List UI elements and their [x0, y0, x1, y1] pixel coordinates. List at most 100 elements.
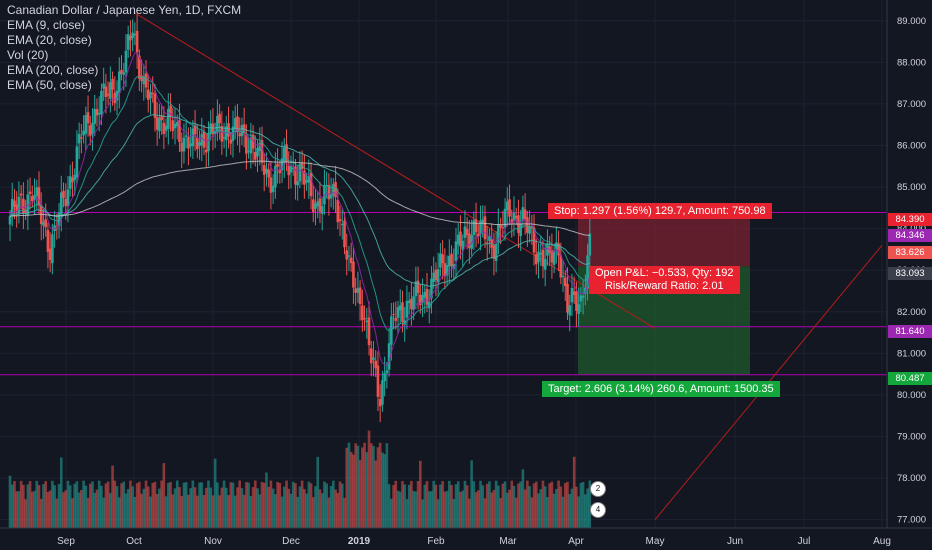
target-label[interactable]: Target: 2.606 (3.14%) 260.6, Amount: 150…: [542, 381, 780, 397]
symbol-title[interactable]: Canadian Dollar / Japanese Yen, 1D, FXCM: [7, 3, 242, 17]
candle-body: [175, 121, 179, 127]
volume-bar: [133, 496, 137, 528]
volume-bar: [126, 489, 130, 528]
candle-body: [82, 130, 85, 136]
candle-body: [71, 177, 74, 183]
volume-bar: [320, 493, 324, 528]
volume-bar: [300, 480, 304, 528]
x-tick-label: Oct: [126, 536, 142, 547]
y-tick-label: 88.000: [897, 57, 926, 68]
candle-body: [294, 166, 297, 185]
volume-bar: [28, 481, 32, 528]
candle-body: [51, 234, 54, 264]
candle-body: [416, 280, 420, 294]
candle-body: [207, 133, 210, 151]
candle-body: [497, 224, 500, 243]
volume-bar: [517, 483, 520, 528]
volume-bar: [311, 497, 315, 528]
candle-body: [541, 249, 545, 267]
ema9-line: [9, 52, 591, 367]
candle-body: [131, 32, 134, 39]
candle-body: [37, 187, 41, 206]
x-tick-label: Jun: [727, 536, 743, 547]
candle-body: [271, 185, 275, 192]
pnl-label[interactable]: Open P&L: −0.533, Qty: 192 Risk/Reward R…: [589, 266, 740, 294]
candle-body: [100, 90, 103, 115]
candle-body: [314, 203, 317, 209]
candle-body: [200, 134, 204, 146]
volume-bar: [207, 480, 210, 528]
candle-body: [584, 287, 587, 294]
candle-body: [407, 300, 411, 304]
candle-body: [494, 243, 498, 261]
volume-bar: [91, 481, 94, 528]
volume-bar: [329, 485, 333, 528]
candle-body: [316, 201, 320, 207]
volume-bar: [120, 483, 123, 528]
volume-bar: [552, 493, 556, 528]
candle-body: [329, 194, 333, 199]
candle-body: [216, 115, 219, 133]
indicator-ema20[interactable]: EMA (20, close): [7, 33, 92, 47]
volume-bar: [452, 498, 456, 528]
candle-body: [441, 254, 444, 264]
volume-bar: [414, 491, 418, 528]
volume-bar: [142, 488, 146, 528]
y-tick-label: 78.000: [897, 473, 926, 484]
volume-bar: [381, 452, 384, 528]
indicator-ema50[interactable]: EMA (50, close): [7, 78, 92, 92]
volume-bar: [171, 494, 175, 528]
stop-label[interactable]: Stop: 1.297 (1.56%) 129.7, Amount: 750.9…: [548, 203, 772, 219]
volume-bar: [479, 480, 482, 528]
volume-bar: [256, 488, 259, 528]
candle-body: [196, 137, 199, 150]
candle-body: [282, 147, 286, 162]
candle-body: [222, 136, 226, 139]
volume-bar: [153, 481, 157, 528]
x-tick-label: Nov: [204, 536, 222, 547]
candle-body: [289, 166, 293, 173]
ema20-line: [9, 76, 591, 332]
ema50-line: [9, 114, 591, 287]
volume-bar: [117, 497, 121, 528]
candle-body: [543, 258, 547, 270]
candle-body: [320, 206, 324, 214]
volume-bar: [514, 497, 518, 528]
volume-bar: [392, 485, 395, 528]
volume-bar: [109, 493, 112, 528]
volume-bar: [10, 484, 14, 528]
candle-body: [572, 291, 576, 295]
candle-body: [505, 201, 509, 211]
y-tick-label: 86.000: [897, 141, 926, 152]
candle-body: [254, 151, 257, 160]
volume-bar: [579, 482, 583, 528]
comment-bubble-2[interactable]: 2: [590, 481, 606, 497]
volume-bar: [80, 489, 83, 528]
indicator-ema200[interactable]: EMA (200, close): [7, 63, 99, 77]
candle-body: [73, 174, 76, 181]
candle-body: [519, 223, 522, 237]
volume-bar: [309, 483, 313, 528]
legend: Canadian Dollar / Japanese Yen, 1D, FXCM…: [7, 3, 241, 93]
candle-body: [122, 72, 126, 75]
indicator-volume[interactable]: Vol (20): [7, 48, 49, 62]
comment-bubble-4[interactable]: 4: [590, 502, 606, 518]
volume-bar: [106, 481, 110, 528]
candle-body: [501, 227, 505, 229]
candle-body: [526, 217, 529, 233]
volume-bar: [13, 480, 16, 528]
volume-bar: [296, 496, 299, 528]
indicator-ema9[interactable]: EMA (9, close): [7, 18, 86, 32]
candle-body: [332, 184, 335, 196]
candle-body: [44, 219, 47, 228]
volume-bar: [334, 489, 337, 528]
candle-body: [483, 216, 487, 240]
volume-bar: [325, 483, 328, 528]
volume-bar: [135, 483, 139, 528]
volume-bar: [314, 486, 317, 528]
candle-body: [97, 112, 101, 115]
volume-bar: [97, 480, 101, 528]
volume-bar: [349, 451, 353, 528]
volume-bar: [71, 498, 74, 528]
